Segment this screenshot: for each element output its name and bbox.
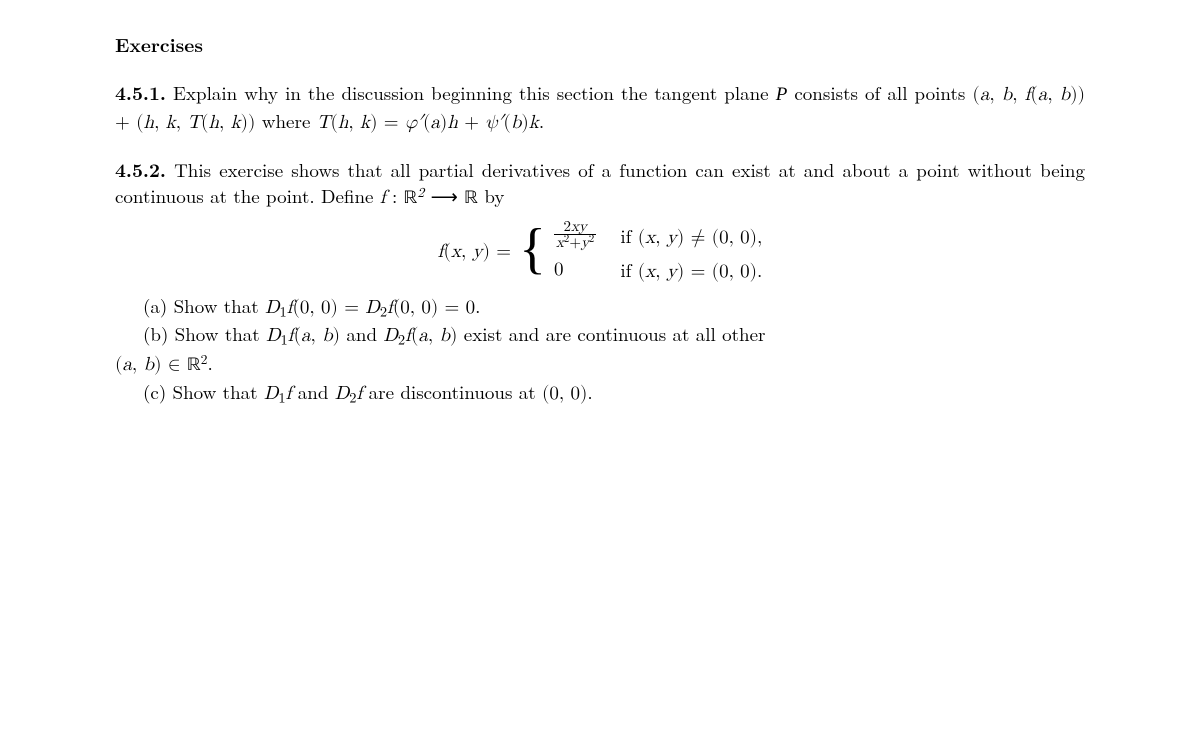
ex451-calP: P (776, 84, 788, 105)
case2-cond: if (x, y) = (0, 0). (620, 256, 762, 283)
ex452-fmap: f : ℝ2 (380, 188, 424, 207)
case2-value: 0 (554, 258, 596, 281)
eq-lhs: f(x, y) = (438, 240, 511, 263)
ex451-mid1: consists of all points (787, 79, 972, 106)
ex451-rhs-lead: T(h, k) = (317, 113, 399, 132)
case1-value: 2xy x2+y2 (554, 220, 596, 253)
part-b-line2: (a, b) ∈ ℝ2. (115, 350, 1085, 379)
ex452-R: ℝ (464, 189, 478, 208)
part-c: (c) Show that D1f and D2f are discontinu… (115, 379, 1085, 407)
ex451-rhs: φ′(a)h + ψ′(b)k. (405, 113, 544, 132)
left-brace-icon: { (519, 221, 546, 277)
ex452-arrow: ⟶ (424, 182, 464, 209)
exercise-452-intro: 4.5.2. This exercise shows that all part… (115, 157, 1085, 211)
ex451-mid2: where (255, 107, 316, 134)
ex452-intro-a: This exercise shows that all partial der… (115, 156, 1085, 209)
exercises-heading: Exercises (115, 30, 1085, 58)
exercise-451-body: 4.5.1. Explain why in the discussion beg… (115, 80, 1085, 135)
part-b-line1: (b) Show that D1f(a, b) and D2f(a, b) ex… (115, 321, 1085, 349)
case1-cond: if (x, y) ≠ (0, 0), (620, 222, 762, 249)
ex451-pre: Explain why in the discussion beginning … (166, 79, 776, 106)
part-a: (a) Show that D1f(0, 0) = D2f(0, 0) = 0. (115, 293, 1085, 321)
ex451-number: 4.5.1. (115, 78, 166, 106)
ex452-parts: (a) Show that D1f(0, 0) = D2f(0, 0) = 0.… (115, 293, 1085, 407)
ex452-number: 4.5.2. (115, 155, 166, 183)
exercise-452: 4.5.2. This exercise shows that all part… (115, 157, 1085, 407)
eq-cases: 2xy x2+y2 if (x, y) ≠ (0, 0), 0 if (x, y… (554, 220, 762, 284)
ex452-equation: f(x, y) = { 2xy x2+y2 if (x, y) ≠ (0, 0)… (115, 220, 1085, 284)
page: Exercises 4.5.1. Explain why in the disc… (0, 0, 1200, 459)
exercise-451: 4.5.1. Explain why in the discussion beg… (115, 80, 1085, 135)
ex452-intro-b: by (478, 182, 504, 209)
